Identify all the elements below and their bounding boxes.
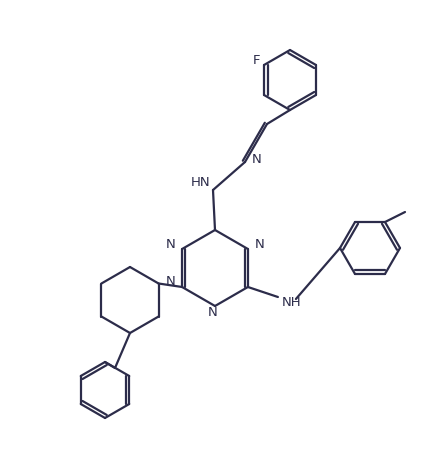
Text: N: N — [252, 153, 261, 166]
Text: HN: HN — [191, 176, 210, 189]
Text: F: F — [252, 53, 259, 66]
Text: N: N — [254, 238, 264, 251]
Text: N: N — [208, 307, 218, 320]
Text: N: N — [165, 275, 175, 288]
Text: N: N — [165, 238, 175, 251]
Text: NH: NH — [281, 296, 301, 309]
